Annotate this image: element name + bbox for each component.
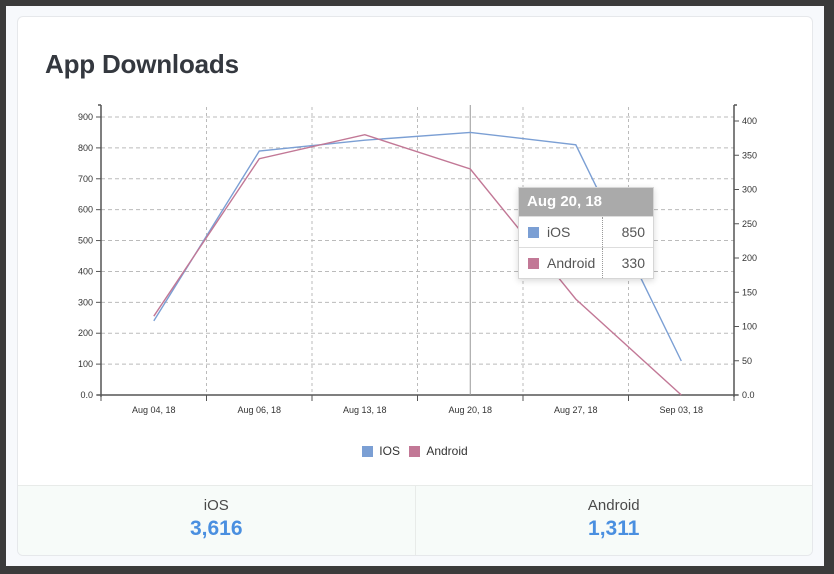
stat-value: 3,616 <box>189 517 243 540</box>
tooltip-series-value: 850 <box>621 224 645 240</box>
ios-legend-swatch-icon <box>362 445 374 457</box>
right-axis-tick-label: 150 <box>742 287 757 297</box>
stat-label: Android <box>587 497 640 514</box>
left-axis-tick-label: 600 <box>78 205 93 215</box>
tooltip-row-android: Android 330 <box>519 247 653 278</box>
right-axis-tick-label: 0.0 <box>742 390 755 400</box>
android-legend-swatch-icon <box>409 445 421 457</box>
chart-tooltip: Aug 20, 18 iOS 850 Android 330 <box>518 187 654 279</box>
legend-label: Android <box>426 444 468 458</box>
android-swatch-icon <box>528 257 539 269</box>
page-background: App Downloads 0.0 100 200 300 400 500 600 700 80… <box>6 6 824 566</box>
left-axis-tick-label: 0.0 <box>80 390 93 400</box>
left-axis-tick-label: 400 <box>78 266 93 276</box>
right-axis-tick-label: 200 <box>742 253 757 263</box>
series-line-ios[interactable] <box>153 131 682 362</box>
right-axis-tick-label: 50 <box>742 356 752 366</box>
stat-ios: iOS 3,616 <box>18 486 415 555</box>
tooltip-series-name: iOS <box>547 224 571 240</box>
left-axis-tick-label: 700 <box>78 174 93 184</box>
tooltip-series-value: 330 <box>621 255 645 271</box>
x-axis-tick-label: Aug 20, 18 <box>448 405 492 415</box>
x-axis-tick-label: Aug 04, 18 <box>132 405 176 415</box>
line-chart[interactable]: 0.0 100 200 300 400 500 600 700 800 900 0.0 50 100 15… <box>18 17 813 487</box>
series-line-android[interactable] <box>153 133 682 396</box>
stats-footer: iOS 3,616 Android 1,311 <box>18 485 813 555</box>
tooltip-series-name: Android <box>547 255 596 271</box>
left-axis-tick-label: 100 <box>78 359 93 369</box>
left-axis-tick-label: 200 <box>78 328 93 338</box>
legend-item-android[interactable]: Android <box>409 444 468 458</box>
tooltip-row-ios: iOS 850 <box>519 216 653 247</box>
stat-android: Android 1,311 <box>414 486 813 555</box>
x-axis-tick-label: Aug 06, 18 <box>237 405 281 415</box>
legend-item-ios[interactable]: IOS <box>362 444 400 458</box>
left-axis-tick-label: 300 <box>78 297 93 307</box>
left-axis-tick-label: 800 <box>78 143 93 153</box>
card-title: App Downloads <box>45 49 239 79</box>
right-axis-tick-label: 400 <box>742 116 757 126</box>
x-axis-tick-label: Aug 13, 18 <box>343 405 387 415</box>
stat-value: 1,311 <box>588 517 640 540</box>
tooltip-date: Aug 20, 18 <box>519 188 653 216</box>
legend-label: IOS <box>379 444 400 458</box>
right-axis-tick-label: 350 <box>742 150 757 160</box>
chart-legend: IOS Android <box>18 444 812 460</box>
x-axis-tick-label: Aug 27, 18 <box>554 405 598 415</box>
app-downloads-card: App Downloads 0.0 100 200 300 400 500 600 700 80… <box>17 16 813 556</box>
right-axis-tick-label: 250 <box>742 219 757 229</box>
ios-swatch-icon <box>528 226 539 238</box>
stat-label: iOS <box>203 497 229 514</box>
left-axis-tick-label: 500 <box>78 236 93 246</box>
right-axis-tick-label: 100 <box>742 322 757 332</box>
x-axis-tick-label: Sep 03, 18 <box>659 405 703 415</box>
left-axis-tick-label: 900 <box>78 112 93 122</box>
right-axis-tick-label: 300 <box>742 185 757 195</box>
